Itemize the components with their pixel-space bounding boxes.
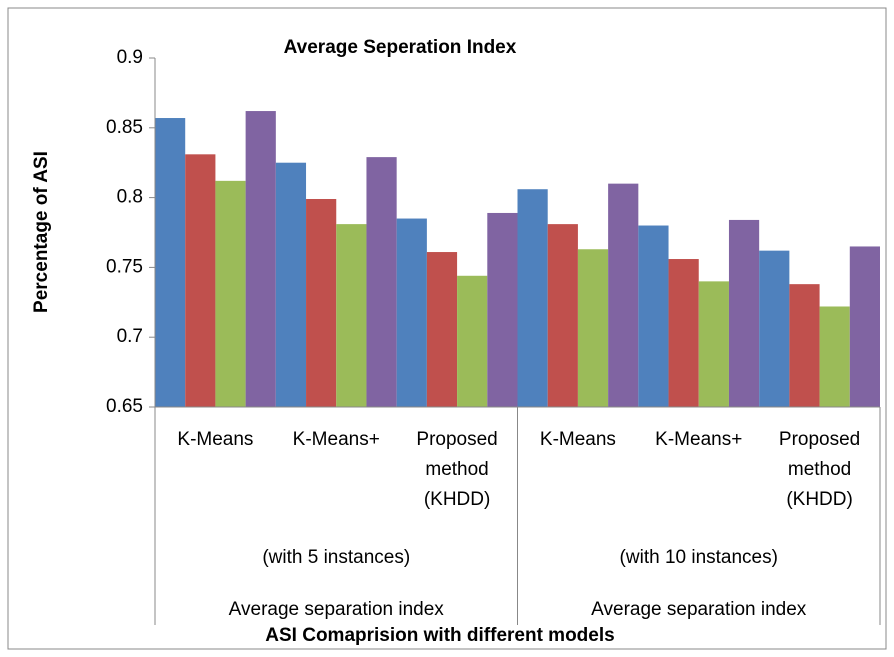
group-label: Average separation index: [228, 599, 444, 620]
bar: [638, 225, 669, 407]
x-tick-label: K-Means: [177, 429, 254, 450]
bar: [789, 284, 820, 407]
bar: [577, 249, 609, 407]
bar: [426, 252, 458, 407]
y-tick-label: 0.7: [117, 326, 143, 347]
bar: [668, 259, 699, 407]
bar: [819, 306, 850, 407]
group-sublabel: (with 5 instances): [262, 547, 411, 568]
y-tick-label: 0.9: [117, 47, 143, 68]
bar: [396, 218, 427, 407]
bar: [185, 154, 216, 407]
x-tick-label: K-Means: [539, 429, 616, 450]
frame: [7, 7, 887, 650]
bar: [698, 281, 729, 407]
group-label: Average separation index: [591, 599, 807, 620]
bar: [517, 189, 548, 407]
bar: [728, 219, 760, 407]
chart-title: Average Seperation Index: [284, 37, 517, 58]
x-tick-label: Proposed method (KHDD): [778, 429, 861, 510]
bar: [306, 198, 337, 407]
bar: [366, 157, 397, 407]
x-tick-label: K-Means+: [655, 429, 743, 450]
bar: [155, 118, 186, 407]
y-tick-label: 0.8: [117, 187, 143, 208]
bar: [849, 246, 880, 407]
y-tick-label: 0.85: [106, 117, 143, 138]
bar: [275, 162, 307, 407]
y-tick-label: 0.75: [106, 256, 143, 277]
bar: [759, 250, 790, 407]
bar: [245, 111, 276, 407]
y-axis-title: Percentage of ASI: [31, 151, 52, 313]
bar: [457, 275, 488, 407]
bar: [336, 224, 367, 407]
bar: [487, 212, 518, 407]
bar: [547, 224, 578, 407]
x-tick-label: K-Means+: [292, 429, 380, 450]
x-axis-title: ASI Comaprision with different models: [265, 625, 614, 646]
group-sublabel: (with 10 instances): [619, 547, 778, 568]
x-tick-label: Proposed method (KHDD): [416, 429, 498, 510]
bar: [215, 180, 246, 407]
y-tick-label: 0.65: [106, 396, 143, 417]
bar: [608, 183, 639, 407]
